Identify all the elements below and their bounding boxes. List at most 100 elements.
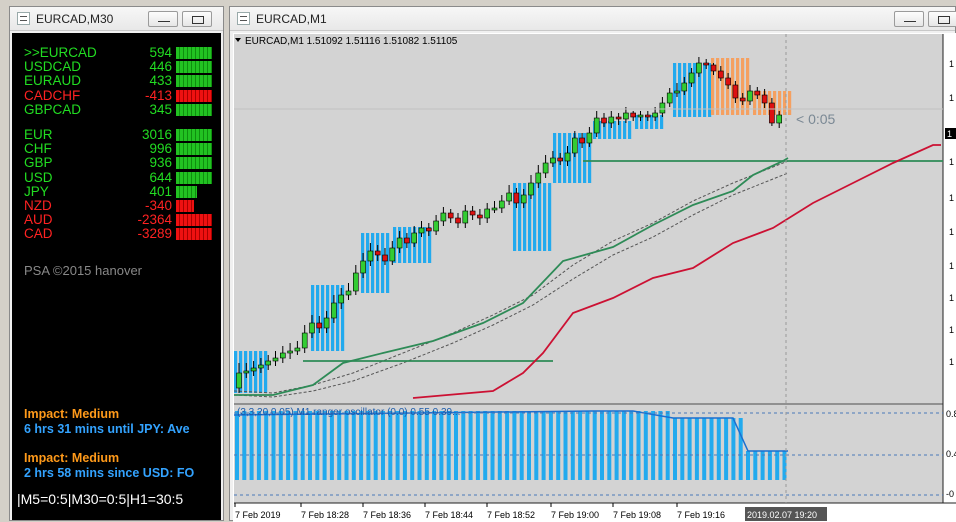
oscillator-bar [256, 411, 261, 480]
pair-value: 345 [149, 101, 172, 117]
candle [761, 89, 768, 108]
copyright-label: PSA ©2015 hanover [24, 263, 142, 278]
candle [316, 316, 323, 333]
candle-body [353, 272, 359, 292]
candle-body [696, 62, 702, 74]
osc-tick-label: 0.4 [946, 449, 956, 459]
oscillator-bar [512, 411, 517, 480]
time-tick-label: 7 Feb 18:52 [487, 510, 535, 520]
oscillator-bar [388, 411, 393, 480]
candle-body [776, 114, 783, 124]
candle [331, 295, 337, 323]
candle [637, 111, 644, 121]
maximize-icon [192, 16, 204, 24]
maximize-button[interactable] [928, 11, 956, 27]
oscillator-bar [483, 411, 488, 480]
currency-name: JPY [24, 183, 49, 199]
indicator-lines [233, 144, 943, 399]
oscillator-bar [505, 411, 510, 480]
price-tick-label: 1 [949, 325, 954, 335]
currency-name: NZD [24, 198, 52, 213]
pair-value: 594 [149, 45, 172, 60]
candle [506, 185, 512, 205]
title-bar[interactable]: EURCAD,M1 [230, 7, 956, 31]
ranger-box-stripe [688, 63, 692, 117]
candle-body [331, 302, 337, 319]
oscillator-bar [454, 411, 458, 480]
minimize-button[interactable] [894, 11, 924, 27]
pair-strength-bar [176, 75, 212, 88]
oscillator-bar [468, 411, 473, 480]
currency-value: 996 [149, 141, 172, 157]
candle [301, 325, 308, 353]
oscillator-bar [614, 411, 619, 480]
maximize-button[interactable] [182, 11, 212, 27]
candle [630, 111, 637, 121]
candle-body [404, 237, 410, 244]
candle-body [382, 254, 388, 262]
price-chart[interactable]: EURCAD,M1 1.51092 1.51116 1.51082 1.5110… [233, 33, 956, 522]
title-bar[interactable]: EURCAD,M30 [10, 7, 223, 31]
ranger-box-stripe [234, 351, 238, 393]
candle-body [520, 194, 527, 204]
timeframe-status: |M5=0:5|M30=0:5|H1=30:5 [17, 491, 184, 507]
oscillator-bar [527, 411, 531, 480]
oscillator-bar [673, 418, 677, 480]
oscillator-header: (3,3,20,0.05) M1 ranger oscillator (0.0)… [237, 407, 460, 418]
ranger-box-stripe [403, 227, 407, 263]
candle-body [469, 210, 476, 216]
oscillator-bar [249, 411, 254, 480]
ranger-box-stripe [423, 227, 427, 263]
chart-dropdown-icon[interactable] [235, 38, 241, 42]
currency-strength-bar [176, 157, 212, 170]
candle [623, 107, 629, 123]
news-impact-1: Impact: Medium [24, 407, 120, 421]
pair-name: USDCAD [24, 59, 82, 75]
ranger-box-stripe [311, 285, 315, 351]
candle-body [367, 250, 374, 262]
currency-name: USD [24, 169, 53, 185]
candle-body [345, 290, 352, 296]
candle-body [761, 94, 768, 104]
candle [710, 63, 717, 75]
ranger-box [513, 183, 552, 251]
minimize-button[interactable] [148, 11, 178, 27]
minimize-icon [158, 21, 170, 22]
currency-value: 401 [149, 183, 172, 199]
candle-body [710, 64, 717, 72]
ranger-box-stripe [645, 115, 649, 129]
candle [338, 288, 344, 309]
candle-body [396, 237, 403, 249]
oscillator-bar [432, 411, 437, 480]
candle-body [528, 182, 534, 196]
ranger-box-stripe [753, 91, 757, 115]
candle-body [703, 62, 710, 66]
oscillator-bar [417, 411, 422, 480]
ranger-boxes [234, 58, 792, 393]
oscillator-bar [556, 411, 561, 480]
candle-body [455, 217, 461, 224]
ranger-box-stripe [336, 285, 340, 351]
candle-body [498, 200, 505, 209]
candle-body [747, 90, 753, 102]
candle [696, 57, 702, 77]
ranger-box-stripe [741, 58, 745, 115]
candle-body [236, 372, 242, 389]
candle-body [418, 227, 425, 234]
candle [411, 226, 417, 247]
oscillator-bar [767, 451, 772, 480]
candle-body [506, 192, 512, 202]
oscillator-bar [658, 411, 663, 480]
candle-body [535, 172, 542, 184]
ranger-box-stripe [650, 115, 654, 129]
candle [674, 83, 680, 97]
candle [550, 151, 556, 167]
oscillator-bar [636, 411, 641, 480]
candle-body [243, 370, 250, 374]
chart-area[interactable]: EURCAD,M1 1.51092 1.51116 1.51082 1.5110… [233, 33, 956, 522]
candle-body [447, 212, 454, 219]
candle [681, 77, 688, 95]
oscillator-bar [490, 411, 495, 480]
candle-body [433, 220, 439, 232]
current-price-tag [945, 128, 956, 139]
